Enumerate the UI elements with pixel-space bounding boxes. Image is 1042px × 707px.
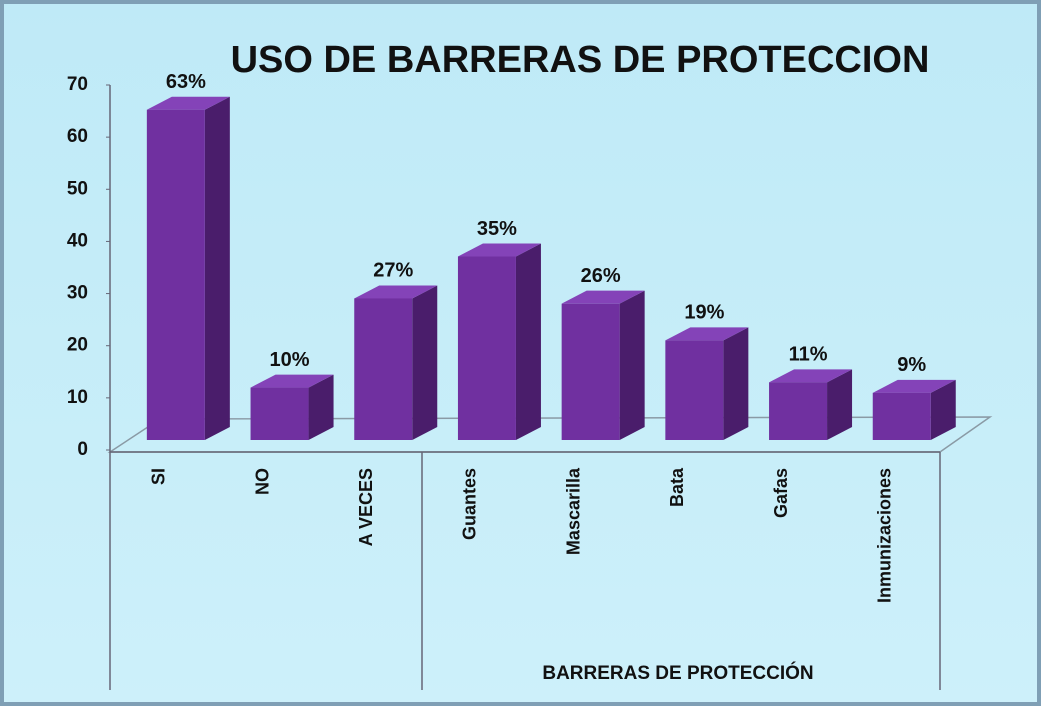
y-tick-label: 10 xyxy=(67,387,88,408)
x-tick-label: Mascarilla xyxy=(563,467,583,555)
data-label: 9% xyxy=(897,354,926,376)
bar xyxy=(872,392,931,440)
bar-top xyxy=(457,243,541,257)
x-tick-label: Inmunizaciones xyxy=(875,468,895,603)
x-tick-label: Gafas xyxy=(771,468,791,518)
bar-side xyxy=(515,243,541,440)
chart-title: USO DE BARRERAS DE PROTECCION xyxy=(231,39,930,81)
bar-side xyxy=(412,285,438,440)
bar-top xyxy=(146,96,230,110)
bar-top xyxy=(561,290,645,304)
group-label: BARRERAS DE PROTECCIÓN xyxy=(542,662,813,684)
bar-side xyxy=(723,327,749,440)
x-tick-label: Guantes xyxy=(460,468,480,540)
data-label: 11% xyxy=(789,344,828,366)
x-tick-label: Bata xyxy=(667,467,687,507)
bar-side xyxy=(930,379,956,440)
data-label: 27% xyxy=(373,260,413,282)
data-label: 63% xyxy=(166,71,206,93)
y-tick-label: 70 xyxy=(67,74,88,95)
y-tick-label: 50 xyxy=(67,178,88,199)
bar-side xyxy=(204,96,230,440)
y-tick-label: 0 xyxy=(77,439,88,460)
x-tick-label: SI xyxy=(149,468,169,485)
bar xyxy=(457,256,516,440)
data-label: 35% xyxy=(477,218,517,240)
bar-top xyxy=(354,285,438,299)
bar xyxy=(561,303,620,440)
bar-top xyxy=(250,374,334,388)
data-label: 10% xyxy=(270,349,310,371)
x-tick-label: A VECES xyxy=(356,468,376,546)
data-label: 26% xyxy=(581,265,621,287)
y-tick-label: 40 xyxy=(67,230,88,251)
y-tick-label: 60 xyxy=(67,126,88,147)
bar-side xyxy=(308,374,334,440)
bar xyxy=(769,382,828,440)
bar-side xyxy=(619,290,645,440)
x-tick-label: NO xyxy=(252,468,272,495)
y-tick-label: 20 xyxy=(67,335,88,356)
bar-top xyxy=(769,369,853,383)
y-tick-label: 30 xyxy=(67,283,88,304)
bar xyxy=(665,340,724,440)
bar xyxy=(354,298,413,440)
data-label: 19% xyxy=(684,302,724,324)
bar-top xyxy=(872,379,956,393)
bar-side xyxy=(827,369,853,440)
bar xyxy=(146,109,205,440)
bar-top xyxy=(665,327,749,341)
bar xyxy=(250,387,309,440)
